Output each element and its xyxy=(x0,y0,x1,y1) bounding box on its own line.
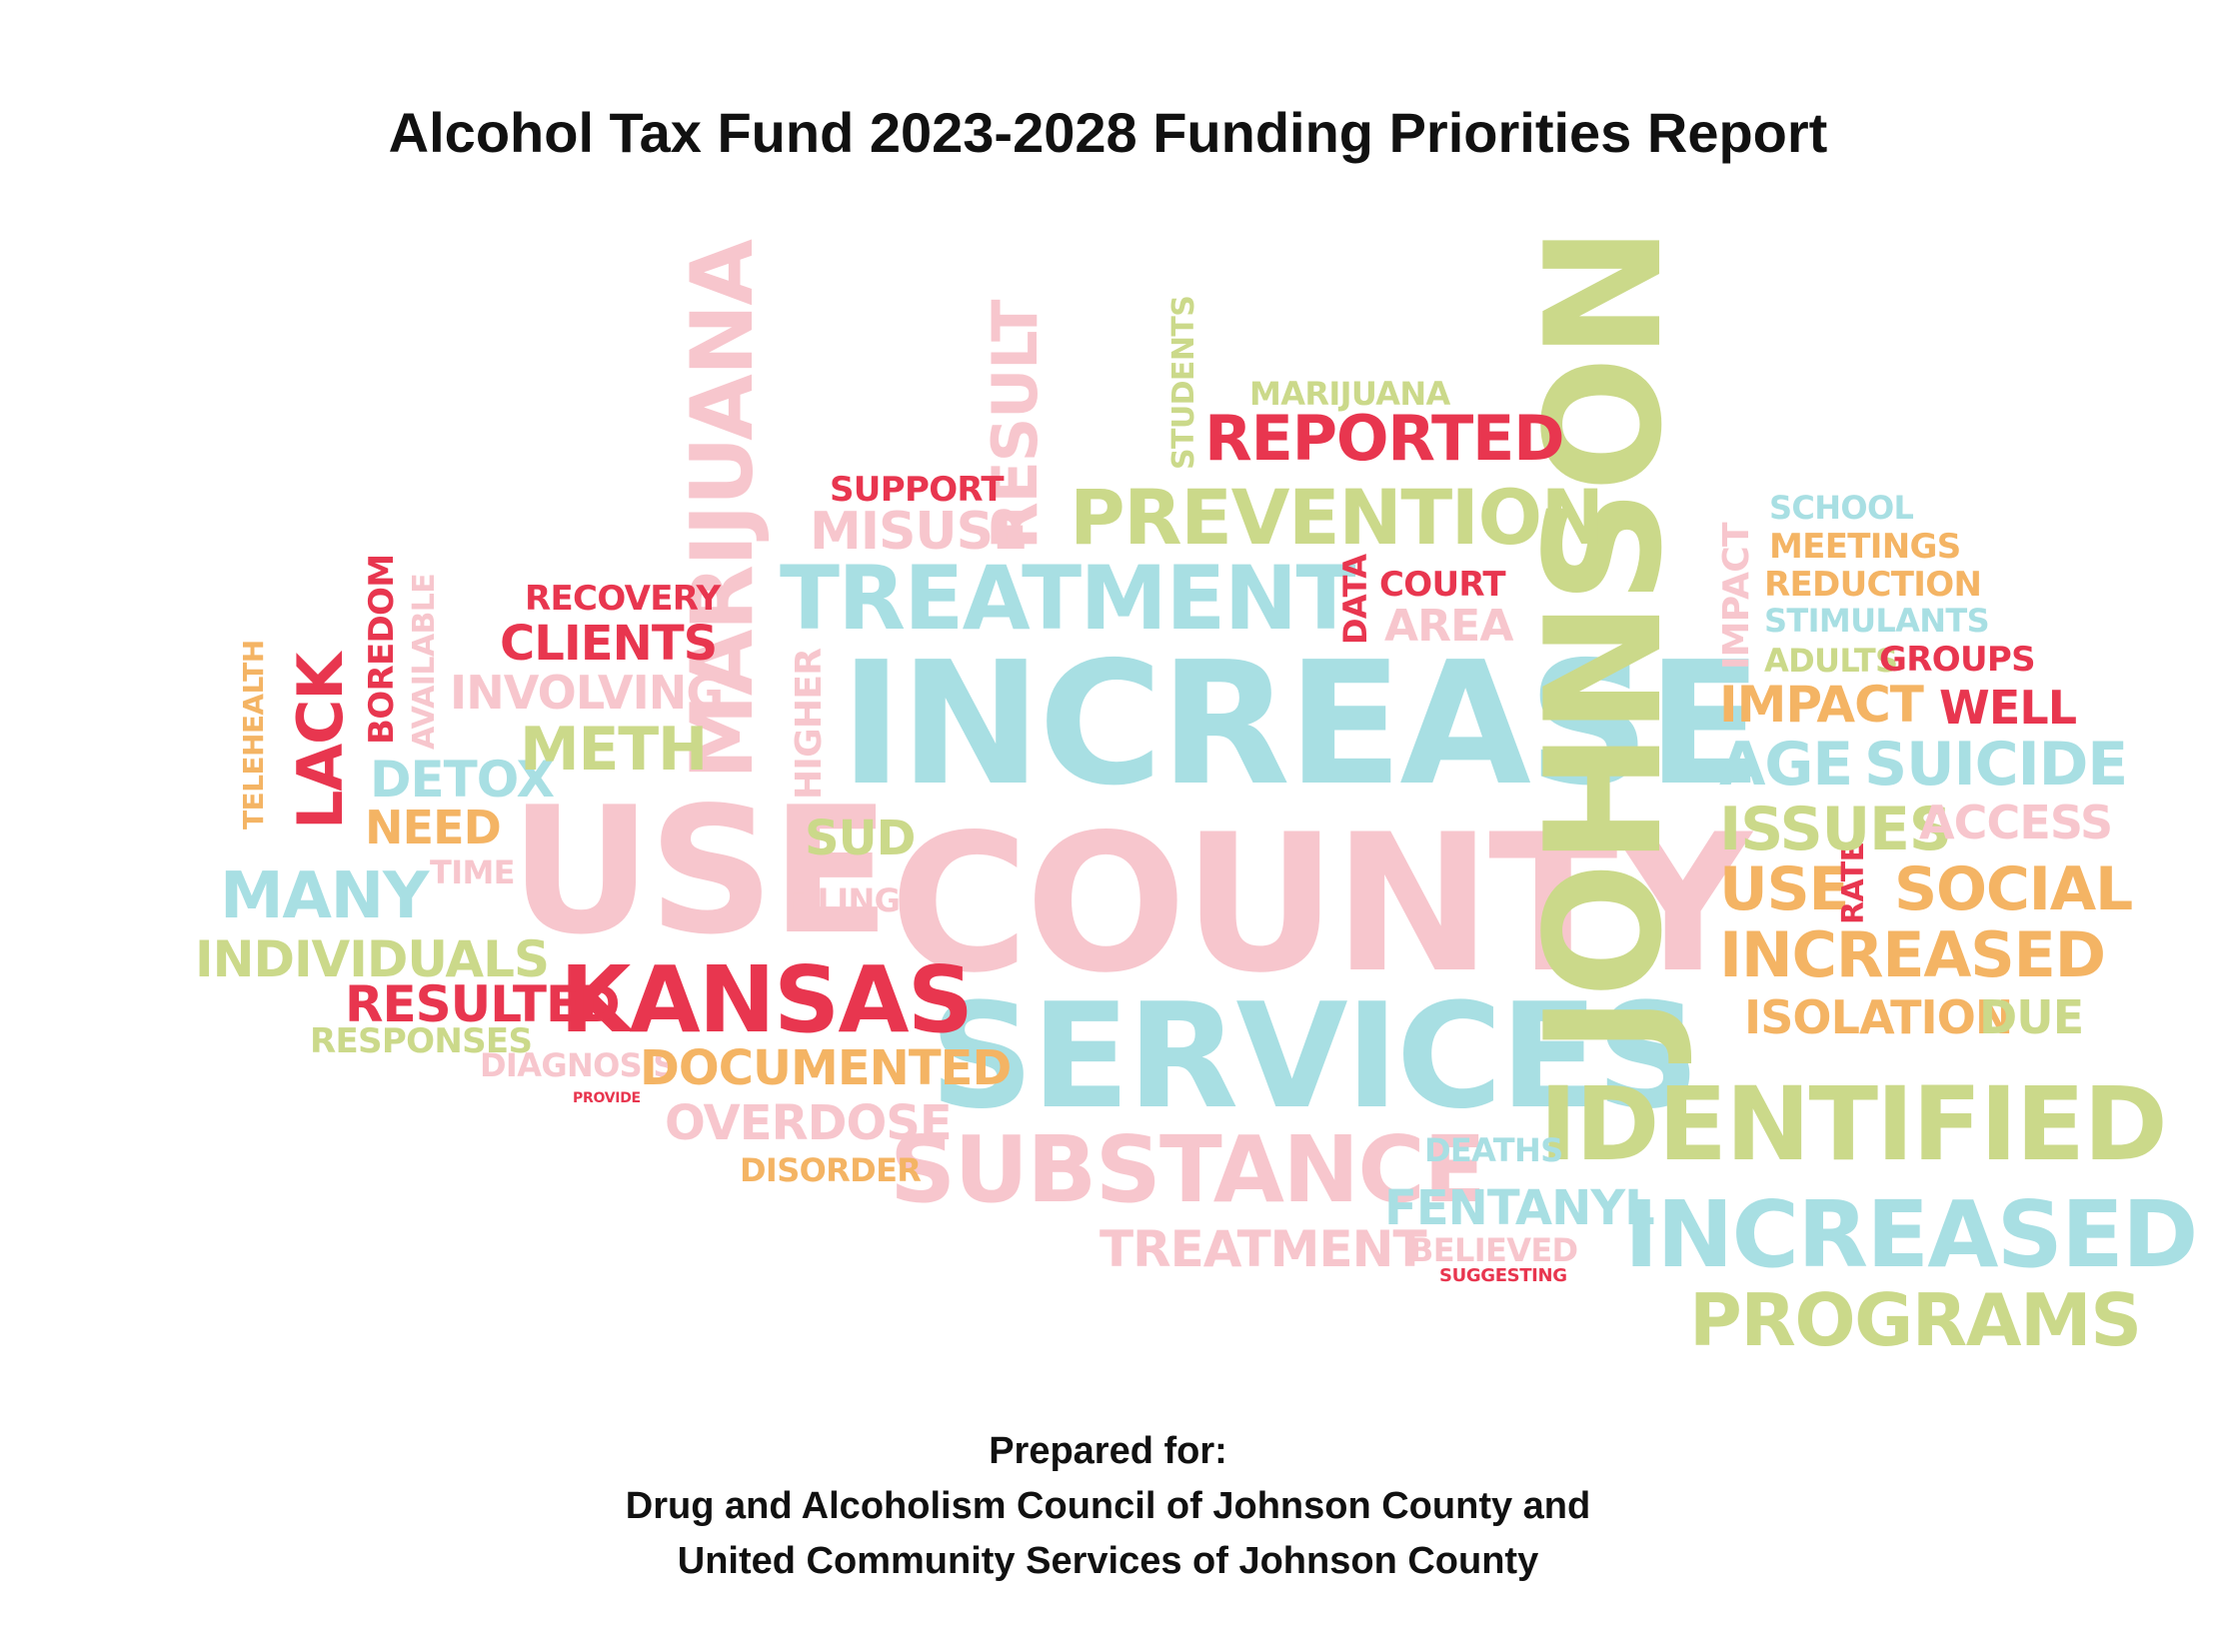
word-increased-orange: INCREASED xyxy=(1719,918,2106,991)
word-detox: DETOX xyxy=(370,751,555,809)
word-due: DUE xyxy=(1979,990,2084,1044)
word-suicide: SUICIDE xyxy=(1864,730,2128,800)
word-recovery: RECOVERY xyxy=(525,579,721,619)
word-support: SUPPORT xyxy=(830,470,1005,510)
word-provide: PROVIDE xyxy=(573,1090,641,1106)
word-responses: RESPONSES xyxy=(310,1021,533,1061)
word-johnson: JOHNSON xyxy=(1510,228,1697,1054)
word-believed: BELIEVED xyxy=(1409,1231,1578,1269)
word-age: AGE xyxy=(1719,730,1853,800)
word-reduction: REDUCTION xyxy=(1764,565,1982,605)
word-available: AVAILABLE xyxy=(407,573,442,750)
word-isolation: ISOLATION xyxy=(1744,990,2013,1044)
word-impact-vertical: IMPACT xyxy=(1716,523,1757,670)
word-access: ACCESS xyxy=(1919,796,2113,849)
word-resulted: RESULTED xyxy=(345,975,621,1033)
prepared-for-org-1: Drug and Alcoholism Council of Johnson C… xyxy=(625,1485,1591,1527)
word-use-big: USE xyxy=(510,771,891,973)
word-time: TIME xyxy=(430,853,516,891)
word-telehealth: TELEHEALTH xyxy=(237,640,270,829)
word-meth: METH xyxy=(520,715,708,785)
word-issues: ISSUES xyxy=(1719,795,1952,864)
word-school: SCHOOL xyxy=(1769,489,1914,527)
word-overdose: OVERDOSE xyxy=(665,1095,953,1151)
word-lack: LACK xyxy=(284,653,357,829)
word-substance: SUBSTANCE xyxy=(890,1116,1486,1223)
word-impact: IMPACT xyxy=(1719,676,1924,734)
word-reported: REPORTED xyxy=(1204,402,1565,475)
word-county: COUNTY xyxy=(890,794,1751,1014)
word-prevention: PREVENTION xyxy=(1070,473,1604,562)
prepared-for-label: Prepared for: xyxy=(989,1430,1227,1472)
word-misuse: MISUSE xyxy=(810,502,1029,562)
word-individuals: INDIVIDUALS xyxy=(195,930,550,988)
word-students: STUDENTS xyxy=(1166,295,1201,470)
word-area: AREA xyxy=(1384,601,1513,652)
word-data: DATA xyxy=(1336,554,1374,645)
word-need: NEED xyxy=(365,801,502,854)
word-fentanyl: FENTANYL xyxy=(1384,1180,1655,1236)
word-well: WELL xyxy=(1939,681,2077,735)
prepared-for-org-2: United Community Services of Johnson Cou… xyxy=(677,1540,1539,1582)
word-services: SERVICES xyxy=(930,972,1700,1141)
word-deaths: DEATHS xyxy=(1424,1131,1563,1169)
word-clients: CLIENTS xyxy=(500,616,718,672)
word-use-orange: USE xyxy=(1719,854,1850,924)
prepared-for-block: Prepared for: Drug and Alcoholism Counci… xyxy=(0,1424,2216,1589)
word-diagnosis: DIAGNOSIS xyxy=(480,1046,676,1084)
word-sud: SUD xyxy=(805,811,916,866)
word-groups: GROUPS xyxy=(1879,640,2036,680)
word-suggesting: SUGGESTING xyxy=(1439,1265,1567,1286)
word-treatment: TREATMENT xyxy=(780,547,1355,650)
word-boredom: BOREDOM xyxy=(362,554,402,745)
word-increase: INCREASE xyxy=(840,626,1763,824)
word-marijuana-horizontal: MARIJUANA xyxy=(1249,375,1450,413)
word-programs: PROGRAMS xyxy=(1689,1278,2142,1362)
word-higher: HIGHER xyxy=(789,648,830,800)
word-increased-blue: INCREASED xyxy=(1624,1181,2198,1288)
word-many: MANY xyxy=(220,859,429,933)
word-documented: DOCUMENTED xyxy=(640,1040,1012,1096)
word-kansas: KANSAS xyxy=(560,946,974,1053)
word-stimulants: STIMULANTS xyxy=(1764,602,1990,640)
word-adults: ADULTS xyxy=(1764,642,1898,680)
word-meetings: MEETINGS xyxy=(1769,527,1961,567)
word-disorder: DISORDER xyxy=(740,1151,922,1189)
word-treatment-small: TREATMENT xyxy=(1100,1220,1427,1278)
word-court: COURT xyxy=(1379,565,1506,605)
word-involving: INVOLVING xyxy=(450,666,724,720)
report-title: Alcohol Tax Fund 2023-2028 Funding Prior… xyxy=(388,101,1828,164)
word-identified: IDENTIFIED xyxy=(1539,1065,2168,1184)
word-filings: FILINGS xyxy=(785,881,923,919)
word-social: SOCIAL xyxy=(1894,854,2133,924)
